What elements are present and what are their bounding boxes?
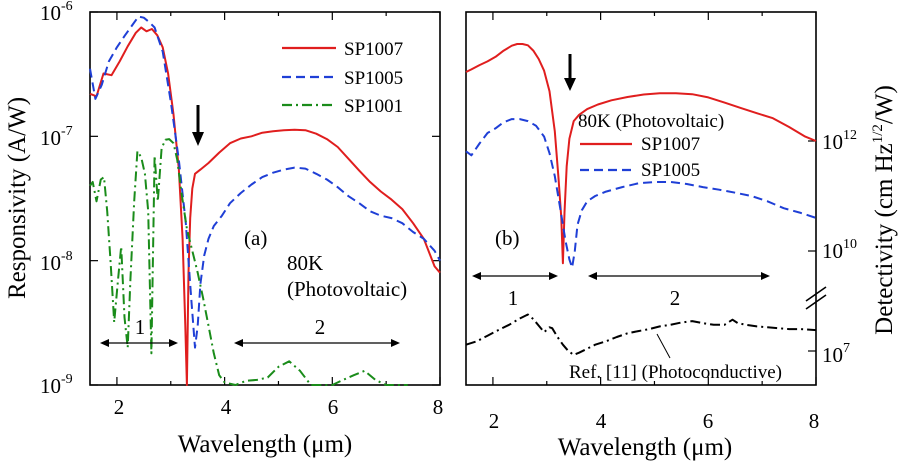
legend-b-label-sp1007: SP1007 (641, 134, 700, 155)
xtick-b-4: 4 (596, 409, 607, 433)
legend-b-label-sp1005: SP1005 (641, 160, 700, 181)
region-2-label-b: 2 (670, 286, 681, 310)
panel-a: 10-6 10-7 10-8 10-9 2 4 6 8 Wavelength (… (4, 0, 443, 458)
xtick-a-2: 2 (114, 395, 125, 419)
region-2-arrow-b (588, 272, 770, 280)
ytick-a-1e-6: 10-6 (40, 0, 73, 25)
panel-b-frame (465, 11, 817, 386)
legend-a-label-sp1007: SP1007 (344, 39, 403, 60)
ytick-b-1e12: 1012 (822, 128, 857, 154)
legend-b: 80K (Photovoltaic) SP1007 SP1005 (578, 111, 724, 181)
xtick-b-2: 2 (489, 409, 500, 433)
panel-label-b: (b) (495, 226, 520, 250)
xtick-b-6: 6 (703, 409, 714, 433)
region-2-arrow-a (234, 339, 400, 347)
xlabel-b: Wavelength (μm) (558, 434, 733, 461)
legend-a-label-sp1005: SP1005 (344, 68, 403, 89)
legend-a: SP1007 SP1005 SP1001 (282, 39, 403, 117)
series-sp1001 (89, 138, 408, 386)
xtick-a-8: 8 (433, 395, 444, 419)
panel-b-series (465, 43, 817, 356)
region-2-label-a: 2 (315, 315, 326, 339)
condition-a-line2: (Photovoltaic) (287, 277, 407, 301)
axis-break-marks (805, 286, 827, 310)
panel-label-a: (a) (244, 226, 267, 250)
series-sp1005 (465, 118, 817, 269)
ylabel-a: Responsivity (A/W) (4, 97, 31, 299)
xlabel-a: Wavelength (μm) (178, 431, 353, 458)
legend-a-label-sp1001: SP1001 (344, 96, 403, 117)
ytick-a-1e-8: 10-8 (40, 249, 73, 275)
panel-b-ticks (492, 12, 817, 385)
arrow-a (192, 105, 204, 146)
panel-a-ticks (90, 11, 441, 386)
arrow-b (564, 54, 576, 91)
ytick-a-1e-9: 10-9 (40, 372, 73, 398)
region-1-arrow-a (100, 339, 178, 347)
panel-a-frame (89, 11, 441, 386)
series-ref-11-photoconductive- (465, 313, 817, 356)
ref-label: Ref. [11] (Photoconductive) (569, 362, 782, 383)
xtick-a-6: 6 (328, 395, 339, 419)
region-1-arrow-b (472, 272, 558, 280)
ytick-b-1e7: 107 (822, 341, 850, 367)
xtick-b-8: 8 (809, 409, 820, 433)
region-1-label-a: 1 (135, 315, 146, 339)
legend-b-condition: 80K (Photovoltaic) (578, 111, 724, 132)
condition-a-line1: 80K (287, 251, 323, 275)
panel-b: 1012 1010 107 2 4 6 8 Wavelength (μm) De… (465, 11, 898, 461)
ref-leader-line (656, 333, 671, 359)
series-sp1007 (465, 43, 817, 265)
panel-a-series (89, 15, 441, 386)
region-1-label-b: 1 (508, 286, 519, 310)
ylabel-b: Detectivity (cm Hz1/2/W) (870, 85, 898, 335)
ytick-a-1e-7: 10-7 (40, 124, 73, 150)
ytick-b-1e10: 1010 (822, 237, 857, 263)
series-sp1007 (89, 26, 441, 386)
xtick-a-4: 4 (221, 395, 232, 419)
